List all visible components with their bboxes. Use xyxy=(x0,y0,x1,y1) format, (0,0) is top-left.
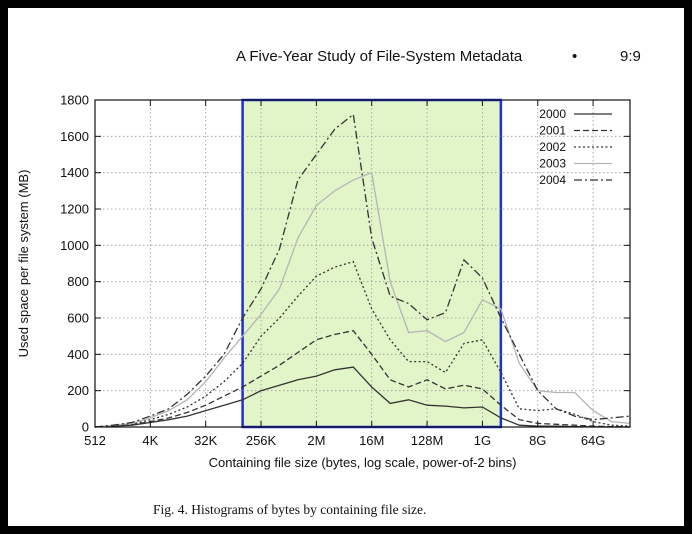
y-tick-label: 200 xyxy=(67,383,89,398)
x-tick-label: 512 xyxy=(84,433,106,448)
legend-label-2004: 2004 xyxy=(539,173,566,187)
y-tick-label: 0 xyxy=(82,420,89,435)
y-tick-label: 600 xyxy=(67,311,89,326)
y-axis-label: Used space per file system (MB) xyxy=(16,170,31,358)
legend-label-2002: 2002 xyxy=(539,140,566,154)
series-line-2002 xyxy=(94,260,631,428)
header-bullet: • xyxy=(572,48,578,65)
legend-label-2003: 2003 xyxy=(539,157,566,171)
series-line-2004 xyxy=(94,113,631,428)
y-tick-label: 400 xyxy=(67,347,89,362)
y-tick-label: 1600 xyxy=(60,129,89,144)
x-tick-label: 128M xyxy=(411,433,444,448)
page-number: 9:9 xyxy=(620,48,641,65)
legend-label-2000: 2000 xyxy=(539,107,566,121)
plot-frame xyxy=(94,99,631,428)
series-line-2000 xyxy=(94,366,630,428)
x-tick-label: 16M xyxy=(359,433,384,448)
x-tick-label: 256K xyxy=(246,433,277,448)
series-line-2003 xyxy=(94,171,631,428)
legend-label-2001: 2001 xyxy=(539,124,566,138)
running-header: A Five-Year Study of File-System Metadat… xyxy=(8,48,684,72)
x-tick-label: 1G xyxy=(474,433,491,448)
x-tick-label: 64G xyxy=(581,433,606,448)
y-tick-label: 1200 xyxy=(60,202,89,217)
y-tick-label: 1800 xyxy=(60,93,89,108)
running-title: A Five-Year Study of File-System Metadat… xyxy=(236,48,523,65)
bytes-histogram-chart: 0 200 400 600 800 1000 1200 1400 1600 1800 512 4K 32… xyxy=(16,93,631,470)
x-tick-label: 4K xyxy=(142,433,158,448)
x-axis-label: Containing file size (bytes, log scale, … xyxy=(209,455,517,470)
x-tick-label: 2M xyxy=(307,433,325,448)
series-line-2001 xyxy=(94,329,631,428)
x-tick-label: 32K xyxy=(194,433,217,448)
page: A Five-Year Study of File-System Metadat… xyxy=(8,8,684,526)
figure-caption: Fig. 4. Histograms of bytes by containin… xyxy=(153,502,427,517)
y-tick-label: 800 xyxy=(67,274,89,289)
y-tick-label: 1000 xyxy=(60,238,89,253)
x-tick-label: 8G xyxy=(529,433,546,448)
y-tick-label: 1400 xyxy=(60,165,89,180)
